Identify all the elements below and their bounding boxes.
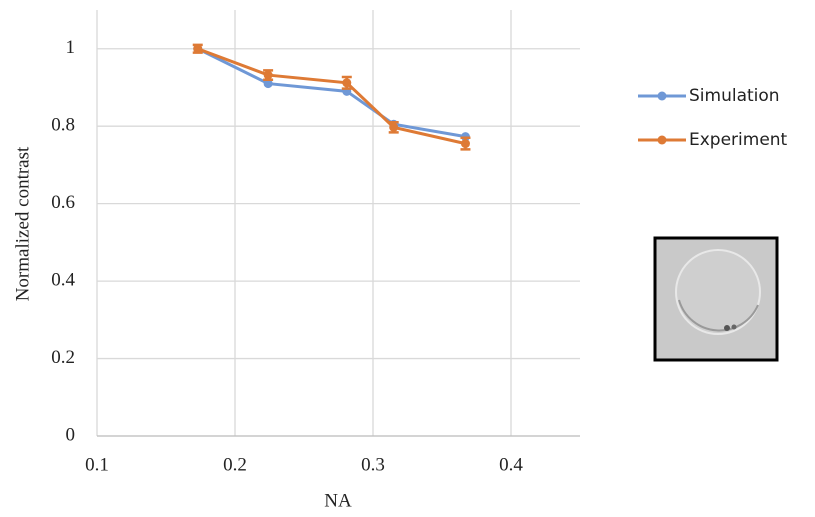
legend-marker: [657, 135, 667, 145]
inset-droplet: [675, 249, 761, 335]
x-tick-label: 0.3: [361, 454, 385, 475]
inset-spot: [724, 325, 730, 331]
y-tick-label: 0.8: [51, 115, 75, 136]
y-tick-label: 1: [66, 37, 76, 58]
point: [389, 122, 399, 132]
point: [193, 44, 203, 54]
x-tick-label: 0.1: [85, 454, 109, 475]
legend-marker: [657, 91, 667, 101]
y-tick-label: 0.2: [51, 347, 75, 368]
y-axis-title: Normalized contrast: [12, 146, 33, 301]
y-tick-label: 0: [66, 424, 76, 445]
legend-label: Experiment: [689, 130, 788, 150]
y-tick-label: 0.4: [51, 269, 75, 290]
legend-label: Simulation: [689, 86, 780, 106]
point: [342, 78, 352, 88]
inset-spot: [731, 324, 737, 330]
x-tick-label: 0.4: [499, 454, 523, 475]
point: [263, 79, 273, 89]
point: [460, 139, 470, 149]
y-tick-label: 0.6: [51, 192, 75, 213]
point: [263, 70, 273, 80]
series-line: [197, 47, 466, 139]
inset-shadow: [678, 299, 759, 332]
inset-image: [653, 236, 779, 362]
x-tick-label: 0.2: [223, 454, 247, 475]
x-axis-title: NA: [324, 490, 352, 511]
